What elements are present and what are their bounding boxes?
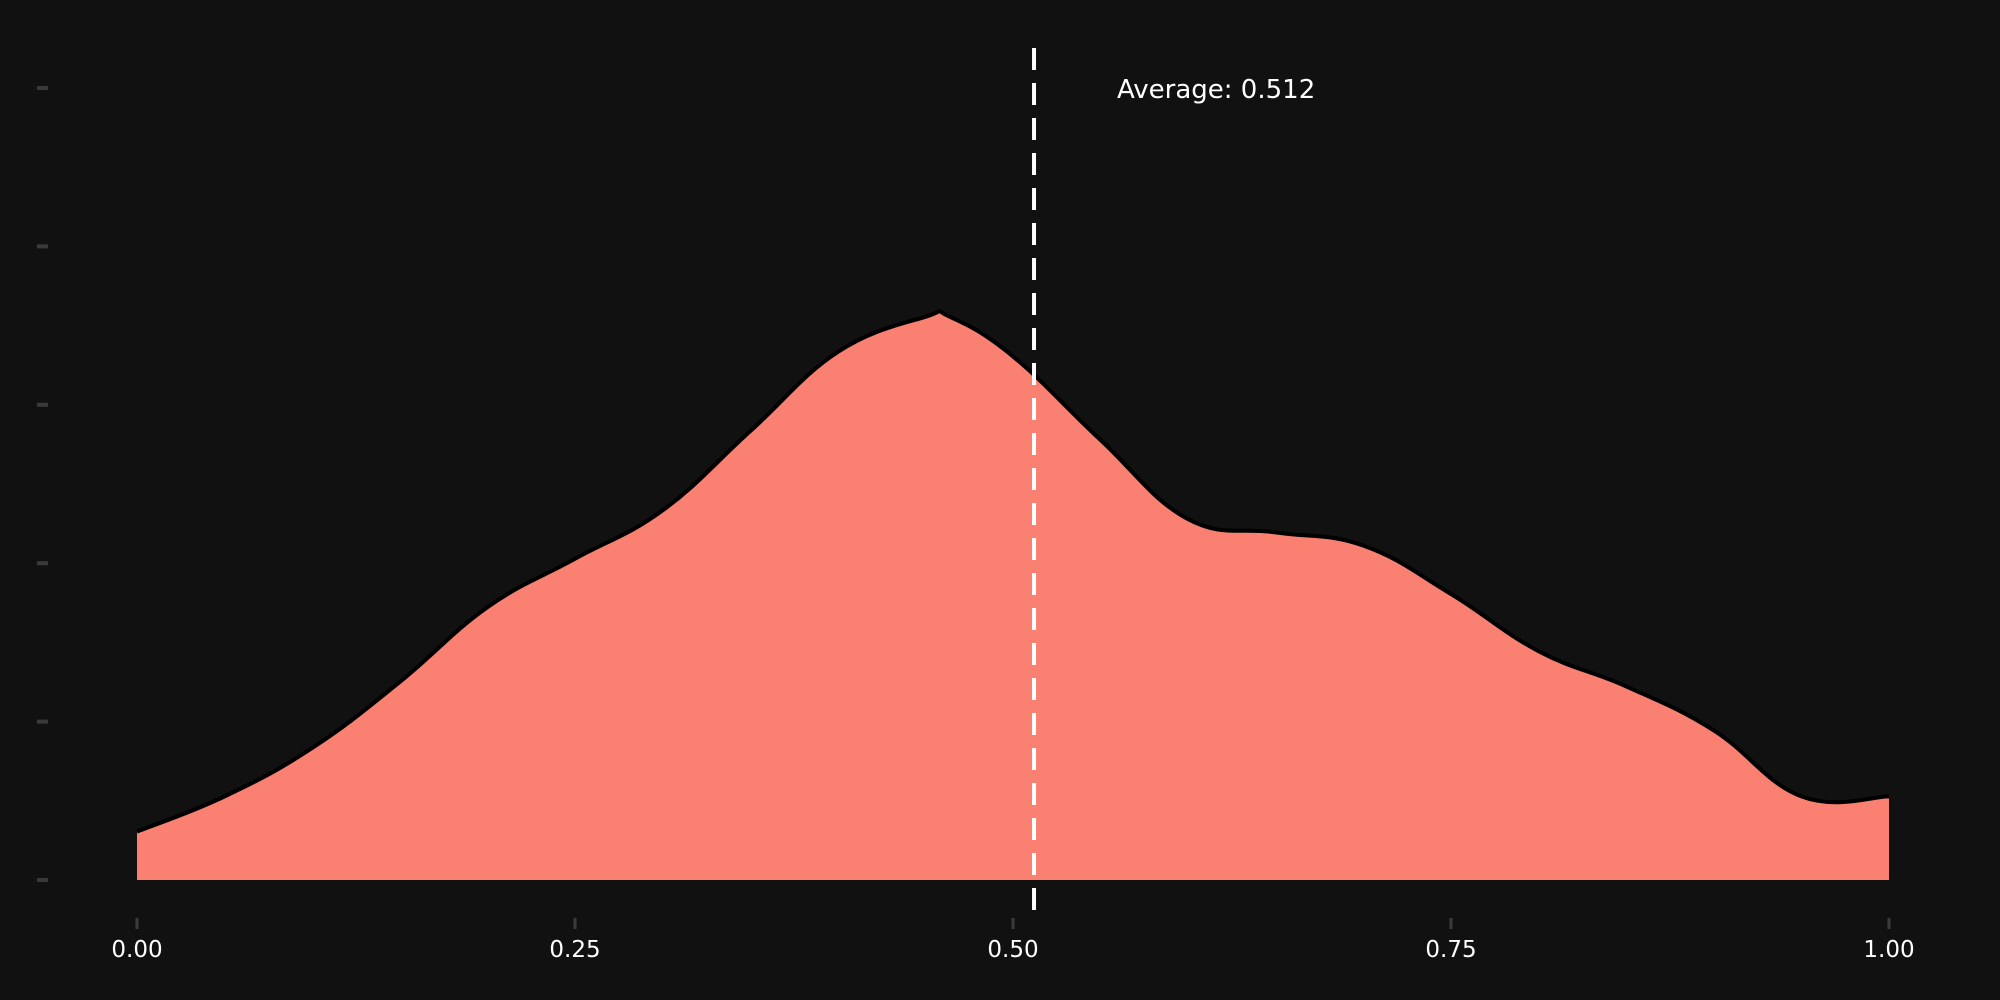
x-tick-label-3: 0.75 <box>1425 937 1476 963</box>
x-tick-label-4: 1.00 <box>1863 937 1914 963</box>
average-annotation: Average: 0.512 <box>1117 75 1315 105</box>
y-axis-ticks <box>37 86 48 882</box>
x-axis-ticks: 0.00 0.25 0.50 0.75 1.00 <box>111 918 1915 963</box>
x-tick-label-2: 0.50 <box>987 937 1038 963</box>
x-tick-label-1: 0.25 <box>549 937 600 963</box>
density-outline <box>136 309 1890 834</box>
x-tick-label-0: 0.00 <box>111 937 162 963</box>
density-area <box>137 311 1889 880</box>
